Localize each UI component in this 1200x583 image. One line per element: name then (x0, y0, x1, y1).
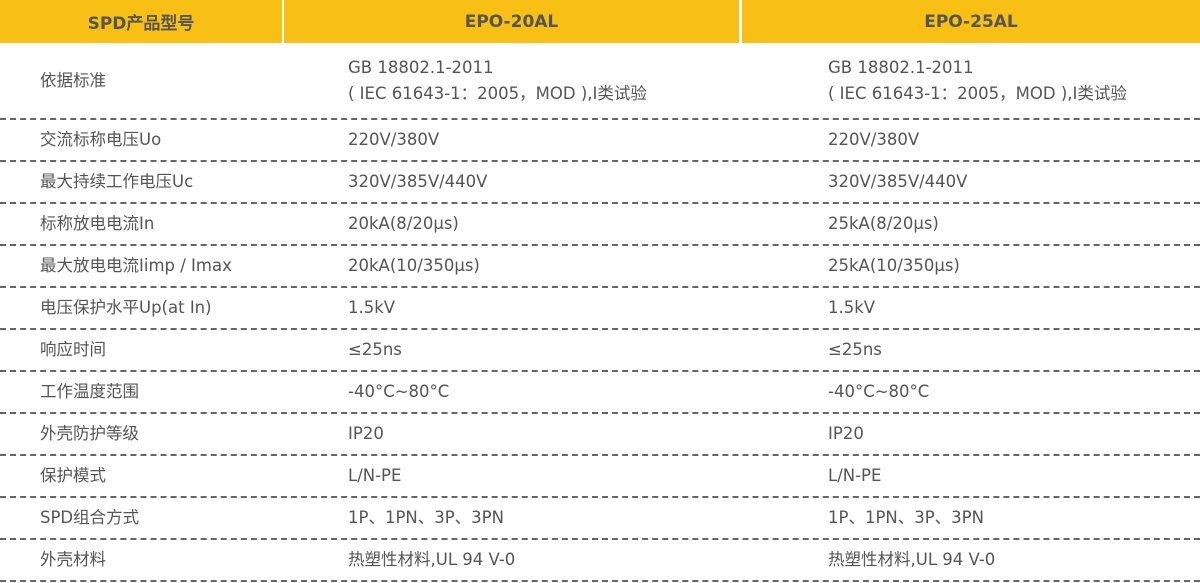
row-label: 电压保护水平Up(at In) (40, 288, 212, 328)
value-epo-25al: L/N-PE (828, 456, 881, 496)
header-epo-25al: EPO-25AL (742, 0, 1200, 43)
row-label-line: 最大放电电流Iimp / Imax (40, 256, 232, 275)
value-epo-25al: 1P、1PN、3P、3PN (828, 498, 984, 538)
value-epo-25al-line: 25kA(10/350µs) (828, 256, 960, 275)
table-row: 外壳防护等级 IP20 IP20 (0, 414, 1200, 456)
value-epo-20al-line: -40°C~80°C (348, 382, 450, 401)
value-epo-20al-line: 20kA(10/350µs) (348, 256, 480, 275)
value-epo-25al-line: 25kA(8/20µs) (828, 214, 939, 233)
value-epo-20al: 1.5kV (348, 288, 395, 328)
row-label: 工作温度范围 (40, 372, 139, 412)
value-epo-25al: IP20 (828, 414, 864, 454)
value-epo-20al-line: L/N-PE (348, 466, 402, 485)
value-epo-25al-line: 热塑性材料,UL 94 V-0 (828, 550, 996, 569)
row-label-line: 响应时间 (40, 340, 106, 359)
row-label: 交流标称电压Uo (40, 120, 161, 160)
value-epo-20al: 20kA(10/350µs) (348, 246, 480, 286)
value-epo-25al-line: ( IEC 61643-1：2005，MOD ),I类试验 (828, 83, 1127, 103)
row-label: 依据标准 (40, 43, 106, 118)
value-epo-20al-line: 1.5kV (348, 298, 396, 317)
row-label: 最大放电电流Iimp / Imax (40, 246, 232, 286)
row-label-line: SPD组合方式 (40, 508, 140, 527)
value-epo-25al: ≤25ns (828, 330, 882, 370)
value-epo-20al: 320V/385V/440V (348, 162, 487, 202)
header-spd-model: SPD产品型号 (0, 0, 282, 43)
value-epo-20al: 热塑性材料,UL 94 V-0 (348, 540, 515, 580)
row-label-line: 最大持续工作电压Uc (40, 172, 194, 191)
row-label: 保护模式 (40, 456, 106, 496)
row-label-line: 保护模式 (40, 466, 106, 485)
value-epo-25al-line: GB 18802.1-2011 (828, 57, 974, 77)
table-row: 依据标准 GB 18802.1-2011 ( IEC 61643-1：2005，MO… (0, 43, 1200, 120)
value-epo-25al-line: IP20 (828, 424, 864, 443)
value-epo-25al-line: 1P、1PN、3P、3PN (828, 508, 984, 527)
row-label: SPD组合方式 (40, 498, 139, 538)
value-epo-20al-line: 1P、1PN、3P、3PN (348, 508, 504, 527)
value-epo-20al-line: 20kA(8/20µs) (348, 214, 459, 233)
value-epo-20al-line: ≤25ns (348, 340, 402, 359)
value-epo-25al-line: -40°C~80°C (828, 382, 930, 401)
value-epo-20al-line: ( IEC 61643-1：2005，MOD ),I类试验 (348, 83, 647, 103)
value-epo-25al-line: 320V/385V/440V (828, 172, 968, 191)
table-row: 响应时间 ≤25ns ≤25ns (0, 330, 1200, 372)
row-label-line: 交流标称电压Uo (40, 130, 162, 149)
value-epo-25al: 320V/385V/440V (828, 162, 967, 202)
value-epo-25al-line: 1.5kV (828, 298, 876, 317)
row-label-line: 依据标准 (40, 70, 106, 90)
table-row: 交流标称电压Uo 220V/380V 220V/380V (0, 120, 1200, 162)
value-epo-20al: 20kA(8/20µs) (348, 204, 459, 244)
value-epo-20al-line: 热塑性材料,UL 94 V-0 (348, 550, 516, 569)
row-label-line: 电压保护水平Up(at In) (40, 298, 212, 317)
value-epo-25al-line: 220V/380V (828, 130, 920, 149)
value-epo-25al: 25kA(10/350µs) (828, 246, 960, 286)
value-epo-20al: IP20 (348, 414, 384, 454)
value-epo-20al: 1P、1PN、3P、3PN (348, 498, 504, 538)
value-epo-25al: -40°C~80°C (828, 372, 929, 412)
header-epo-20al: EPO-20AL (284, 0, 739, 43)
value-epo-20al: 220V/380V (348, 120, 439, 160)
value-epo-25al: 25kA(8/20µs) (828, 204, 939, 244)
value-epo-20al: L/N-PE (348, 456, 401, 496)
value-epo-25al: GB 18802.1-2011 ( IEC 61643-1：2005，MOD ),… (828, 43, 1127, 118)
row-label: 最大持续工作电压Uc (40, 162, 193, 202)
value-epo-25al-line: ≤25ns (828, 340, 882, 359)
row-label: 标称放电电流In (40, 204, 154, 244)
value-epo-25al-line: L/N-PE (828, 466, 882, 485)
table-row: SPD组合方式 1P、1PN、3P、3PN 1P、1PN、3P、3PN (0, 498, 1200, 540)
value-epo-25al: 1.5kV (828, 288, 875, 328)
value-epo-25al: 220V/380V (828, 120, 919, 160)
table-row: 电压保护水平Up(at In) 1.5kV 1.5kV (0, 288, 1200, 330)
table-row: 外壳材料 热塑性材料,UL 94 V-0 热塑性材料,UL 94 V-0 (0, 540, 1200, 582)
table-row: 保护模式 L/N-PE L/N-PE (0, 456, 1200, 498)
value-epo-20al-line: IP20 (348, 424, 384, 443)
row-label-line: 工作温度范围 (40, 382, 139, 401)
table-row: 最大持续工作电压Uc 320V/385V/440V 320V/385V/440V (0, 162, 1200, 204)
row-label-line: 外壳材料 (40, 550, 106, 569)
row-label: 外壳材料 (40, 540, 106, 580)
table-row: 工作温度范围 -40°C~80°C -40°C~80°C (0, 372, 1200, 414)
table-row: 最大放电电流Iimp / Imax 20kA(10/350µs) 25kA(10/3… (0, 246, 1200, 288)
table-row: 标称放电电流In 20kA(8/20µs) 25kA(8/20µs) (0, 204, 1200, 246)
row-label: 响应时间 (40, 330, 106, 370)
row-label: 外壳防护等级 (40, 414, 139, 454)
value-epo-20al-line: GB 18802.1-2011 (348, 57, 494, 77)
value-epo-20al: ≤25ns (348, 330, 402, 370)
value-epo-20al: -40°C~80°C (348, 372, 449, 412)
value-epo-20al-line: 320V/385V/440V (348, 172, 488, 191)
value-epo-20al-line: 220V/380V (348, 130, 440, 149)
row-label-line: 外壳防护等级 (40, 424, 139, 443)
value-epo-20al: GB 18802.1-2011 ( IEC 61643-1：2005，MOD ),… (348, 43, 647, 118)
row-label-line: 标称放电电流In (40, 214, 155, 233)
value-epo-25al: 热塑性材料,UL 94 V-0 (828, 540, 995, 580)
